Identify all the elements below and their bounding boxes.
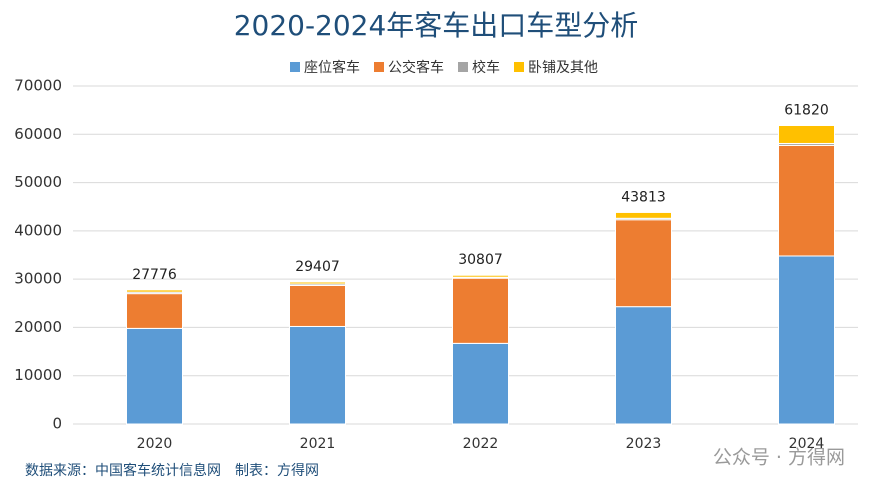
- bar-segment: [452, 342, 509, 425]
- total-label: 29407: [295, 259, 340, 275]
- bar-segment: [615, 219, 672, 308]
- x-tick-label: 2021: [300, 436, 336, 452]
- total-label: 30807: [458, 252, 503, 268]
- bar-segment: [778, 255, 835, 425]
- legend-label: 校车: [472, 59, 500, 76]
- bar-segment: [289, 281, 346, 285]
- y-tick-label: 40000: [14, 221, 62, 239]
- y-tick-label: 30000: [14, 270, 62, 288]
- legend-swatch: [458, 62, 468, 72]
- bar-segment: [452, 277, 509, 344]
- x-tick-label: 2023: [626, 436, 662, 452]
- bar-segment: [289, 325, 346, 425]
- y-tick-label: 60000: [14, 125, 62, 143]
- legend-label: 卧铺及其他: [528, 60, 598, 76]
- y-tick-label: 0: [52, 415, 62, 433]
- total-label: 43813: [621, 189, 666, 205]
- y-tick-label: 10000: [14, 366, 62, 384]
- legend-swatch: [290, 62, 300, 72]
- bar-segment: [126, 293, 183, 329]
- bar-segment: [452, 274, 509, 278]
- bar-segment: [126, 289, 183, 293]
- x-tick-label: 2020: [137, 436, 173, 452]
- legend-swatch: [374, 62, 384, 72]
- legend-label: 公交客车: [388, 59, 444, 76]
- chart-title: 2020-2024年客车出口车型分析: [234, 9, 639, 42]
- total-label: 61820: [784, 102, 829, 118]
- bar-segment: [615, 306, 672, 425]
- legend-swatch: [514, 62, 524, 72]
- bar-segment: [289, 284, 346, 327]
- y-tick-label: 50000: [14, 173, 62, 191]
- source: 数据来源：中国客车统计信息网 制表：方得网: [25, 462, 319, 479]
- y-tick-label: 20000: [14, 318, 62, 336]
- total-label: 27776: [132, 267, 177, 283]
- bar-segment: [778, 144, 835, 257]
- legend-label: 座位客车: [304, 59, 360, 76]
- y-tick-label: 70000: [14, 77, 62, 95]
- watermark: 公众号 · 方得网: [713, 447, 845, 469]
- x-tick-label: 2024: [789, 436, 825, 452]
- bar-segment: [615, 211, 672, 219]
- bar-segment: [778, 124, 835, 144]
- bar-segment: [126, 327, 183, 425]
- x-tick-label: 2022: [463, 436, 499, 452]
